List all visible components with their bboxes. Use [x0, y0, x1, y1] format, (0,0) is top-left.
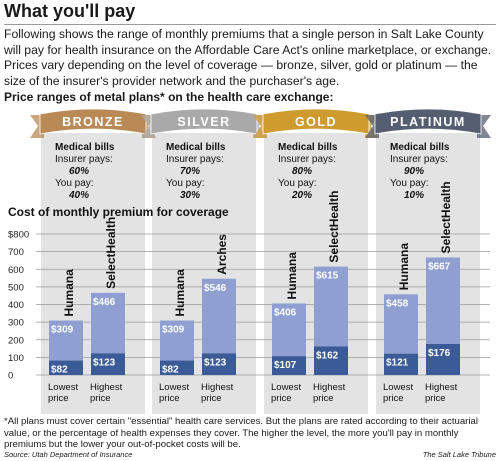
page-title: What you'll pay: [4, 1, 136, 21]
credit-line: The Salt Lake Tribune: [422, 450, 496, 459]
bar-upper: [202, 278, 236, 354]
bar-low-label: $82: [51, 365, 68, 376]
you-pay-label: You pay:: [278, 178, 317, 189]
bar-upper: [49, 320, 83, 361]
bar-lower: [272, 356, 306, 375]
premium-chart: $800 700 600 500 400 300 200 100 0 Cost of monthl…: [8, 108, 491, 414]
you-pay-label: You pay:: [166, 178, 205, 189]
you-pay-label: You pay:: [390, 178, 429, 189]
bar-lower: [314, 346, 348, 375]
insurer-name-label: SelectHealth: [439, 181, 453, 253]
insurer-name-label: SelectHealth: [327, 191, 341, 263]
chart-title: Price ranges of metal plans* on the heal…: [4, 90, 334, 104]
you-pay-value: 30%: [180, 190, 200, 201]
bar-lower: [384, 353, 418, 375]
bar-lower: [49, 360, 83, 375]
coverage-heading: Medical bills: [390, 142, 450, 153]
coverage-heading: Medical bills: [278, 142, 338, 153]
you-pay-value: 20%: [291, 190, 312, 201]
x-axis-label: Highest price: [313, 382, 346, 404]
bar-value-label: $309: [51, 325, 74, 336]
coverage-heading: Medical bills: [166, 142, 226, 153]
bar-low-label: $82: [162, 365, 179, 376]
bar-lower: [160, 360, 194, 375]
bar-low-label: $176: [428, 348, 451, 359]
ribbon-label: PLATINUM: [390, 115, 466, 129]
y-tick-label: 0: [8, 371, 13, 382]
you-pay-value: 10%: [404, 190, 424, 201]
y-tick-label: 600: [8, 265, 24, 276]
bar-lower: [91, 353, 125, 375]
insurer-pays-value: 80%: [292, 166, 312, 177]
ribbon-banner: [374, 108, 482, 135]
insurer-pays-label: Insurer pays:: [166, 154, 224, 165]
bar-upper: [272, 303, 306, 357]
x-axis-label: Highest price: [201, 382, 234, 404]
you-pay-value: 40%: [68, 190, 89, 201]
bar-low-label: $123: [93, 357, 116, 368]
footnote: *All plans must cover certain "essential…: [4, 416, 478, 451]
bar-value-label: $667: [428, 261, 451, 272]
intro-text: Following shows the range of monthly pre…: [4, 27, 492, 88]
bar-value-label: $615: [316, 271, 339, 282]
ribbon-label: BRONZE: [62, 115, 124, 129]
insurer-name-label: SelectHealth: [104, 217, 118, 289]
insurer-name-label: Arches: [215, 234, 229, 275]
x-axis-label: Lowest price: [271, 382, 301, 404]
y-tick-label: $800: [8, 230, 29, 241]
ribbon-label: GOLD: [295, 115, 337, 129]
bar-value-label: $466: [93, 297, 116, 308]
bar-low-label: $162: [316, 350, 339, 361]
bar-lower: [202, 353, 236, 375]
bar-lower: [426, 343, 460, 375]
bar-low-label: $121: [386, 358, 409, 369]
y-tick-label: 700: [8, 247, 24, 258]
insurer-name-label: Humana: [397, 243, 411, 291]
coverage-heading: Medical bills: [55, 142, 115, 153]
insurer-name-label: Humana: [173, 269, 187, 317]
insurer-pays-label: Insurer pays:: [55, 154, 113, 165]
y-tick-label: 200: [8, 335, 24, 346]
ribbon-label: SILVER: [177, 115, 230, 129]
insurer-pays-label: Insurer pays:: [278, 154, 336, 165]
title-divider: [4, 24, 496, 25]
bar-value-label: $546: [204, 283, 227, 294]
bar-low-label: $123: [204, 357, 227, 368]
y-tick-label: 400: [8, 300, 24, 311]
y-tick-label: 300: [8, 318, 24, 329]
bar-value-label: $406: [274, 307, 297, 318]
source-note: Source: Utah Department of Insurance: [4, 450, 133, 459]
x-axis-label: Lowest price: [383, 382, 413, 404]
bar-upper: [91, 292, 125, 354]
insurer-pays-value: 90%: [404, 166, 424, 177]
insurer-name-label: Humana: [285, 252, 299, 300]
bar-low-label: $107: [274, 360, 297, 371]
bar-upper: [384, 294, 418, 354]
y-tick-label: 500: [8, 282, 24, 293]
bar-value-label: $309: [162, 325, 185, 336]
bar-upper: [314, 266, 348, 347]
insurer-pays-label: Insurer pays:: [390, 154, 448, 165]
x-axis-label: Lowest price: [159, 382, 189, 404]
insurer-name-label: Humana: [62, 269, 76, 317]
insurer-pays-value: 60%: [69, 166, 89, 177]
x-axis-label: Lowest price: [48, 382, 78, 404]
bar-value-label: $458: [386, 298, 409, 309]
x-axis-label: Highest price: [425, 382, 458, 404]
insurer-pays-value: 70%: [180, 166, 200, 177]
y-axis-title: Cost of monthly premium for coverage: [8, 205, 229, 219]
bar-upper: [426, 257, 460, 344]
bar-upper: [160, 320, 194, 361]
you-pay-label: You pay:: [55, 178, 94, 189]
x-axis-label: Highest price: [90, 382, 123, 404]
y-tick-label: 100: [8, 353, 24, 364]
